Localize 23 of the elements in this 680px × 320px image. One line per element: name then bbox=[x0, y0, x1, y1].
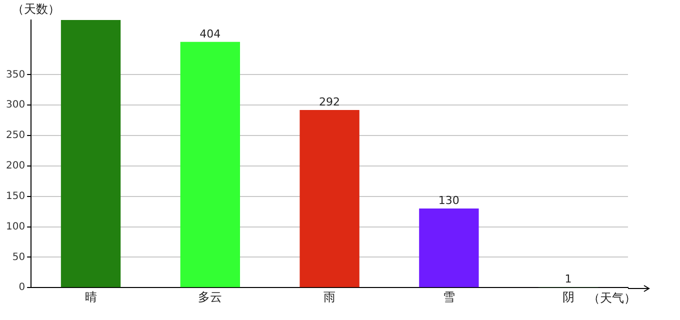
y-tick-label: 200 bbox=[6, 160, 26, 172]
data-label: 1 bbox=[564, 272, 572, 286]
x-tick-label: 雪 bbox=[442, 290, 455, 304]
x-tick-label: 多云 bbox=[198, 290, 222, 304]
bar bbox=[60, 20, 121, 288]
x-axis-title: （天气） bbox=[588, 291, 636, 306]
y-tick-label: 50 bbox=[12, 252, 26, 263]
y-tick-label: 0 bbox=[18, 282, 26, 294]
y-tick-label: 300 bbox=[6, 100, 26, 111]
y-tick-label: 150 bbox=[6, 190, 26, 202]
y-tick-label: 250 bbox=[6, 130, 26, 142]
x-tick-label: 阴 bbox=[562, 290, 574, 304]
x-tick-label: 晴 bbox=[84, 290, 97, 304]
data-label: 404 bbox=[200, 27, 221, 40]
x-tick-label: 雨 bbox=[324, 290, 336, 304]
y-tick-label: 350 bbox=[6, 69, 26, 80]
bar bbox=[300, 110, 360, 288]
y-tick-label: 100 bbox=[6, 221, 26, 232]
data-label: 292 bbox=[319, 95, 340, 108]
y-axis-title: （天数） bbox=[12, 2, 60, 16]
bar bbox=[180, 42, 240, 288]
bar bbox=[419, 208, 479, 288]
data-label: 130 bbox=[438, 194, 460, 207]
